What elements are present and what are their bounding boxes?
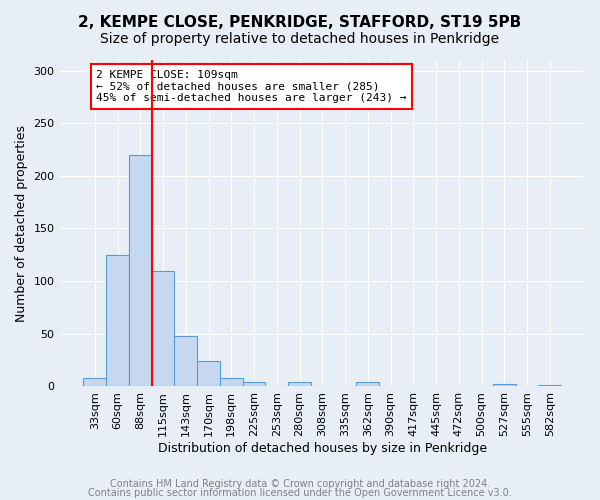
Bar (106, 255, 129, 386)
Text: 2 KEMPE CLOSE: 109sqm
← 52% of detached houses are smaller (285)
45% of semi-det: 2 KEMPE CLOSE: 109sqm ← 52% of detached … (97, 70, 407, 103)
Y-axis label: Number of detached properties: Number of detached properties (15, 124, 28, 322)
Bar (197, 361, 220, 386)
Text: Contains public sector information licensed under the Open Government Licence v3: Contains public sector information licen… (88, 488, 512, 498)
Bar (288, 382, 311, 386)
X-axis label: Distribution of detached houses by size in Penkridge: Distribution of detached houses by size … (158, 442, 487, 455)
Bar (356, 382, 379, 386)
Bar (242, 382, 265, 386)
Bar (129, 155, 152, 386)
Text: Contains HM Land Registry data © Crown copyright and database right 2024.: Contains HM Land Registry data © Crown c… (110, 479, 490, 489)
Bar (493, 384, 515, 386)
Bar (220, 378, 242, 386)
Text: Size of property relative to detached houses in Penkridge: Size of property relative to detached ho… (100, 32, 500, 46)
Bar (83, 378, 106, 386)
Bar (175, 336, 197, 386)
Bar (152, 270, 175, 386)
Text: 2, KEMPE CLOSE, PENKRIDGE, STAFFORD, ST19 5PB: 2, KEMPE CLOSE, PENKRIDGE, STAFFORD, ST1… (79, 15, 521, 30)
